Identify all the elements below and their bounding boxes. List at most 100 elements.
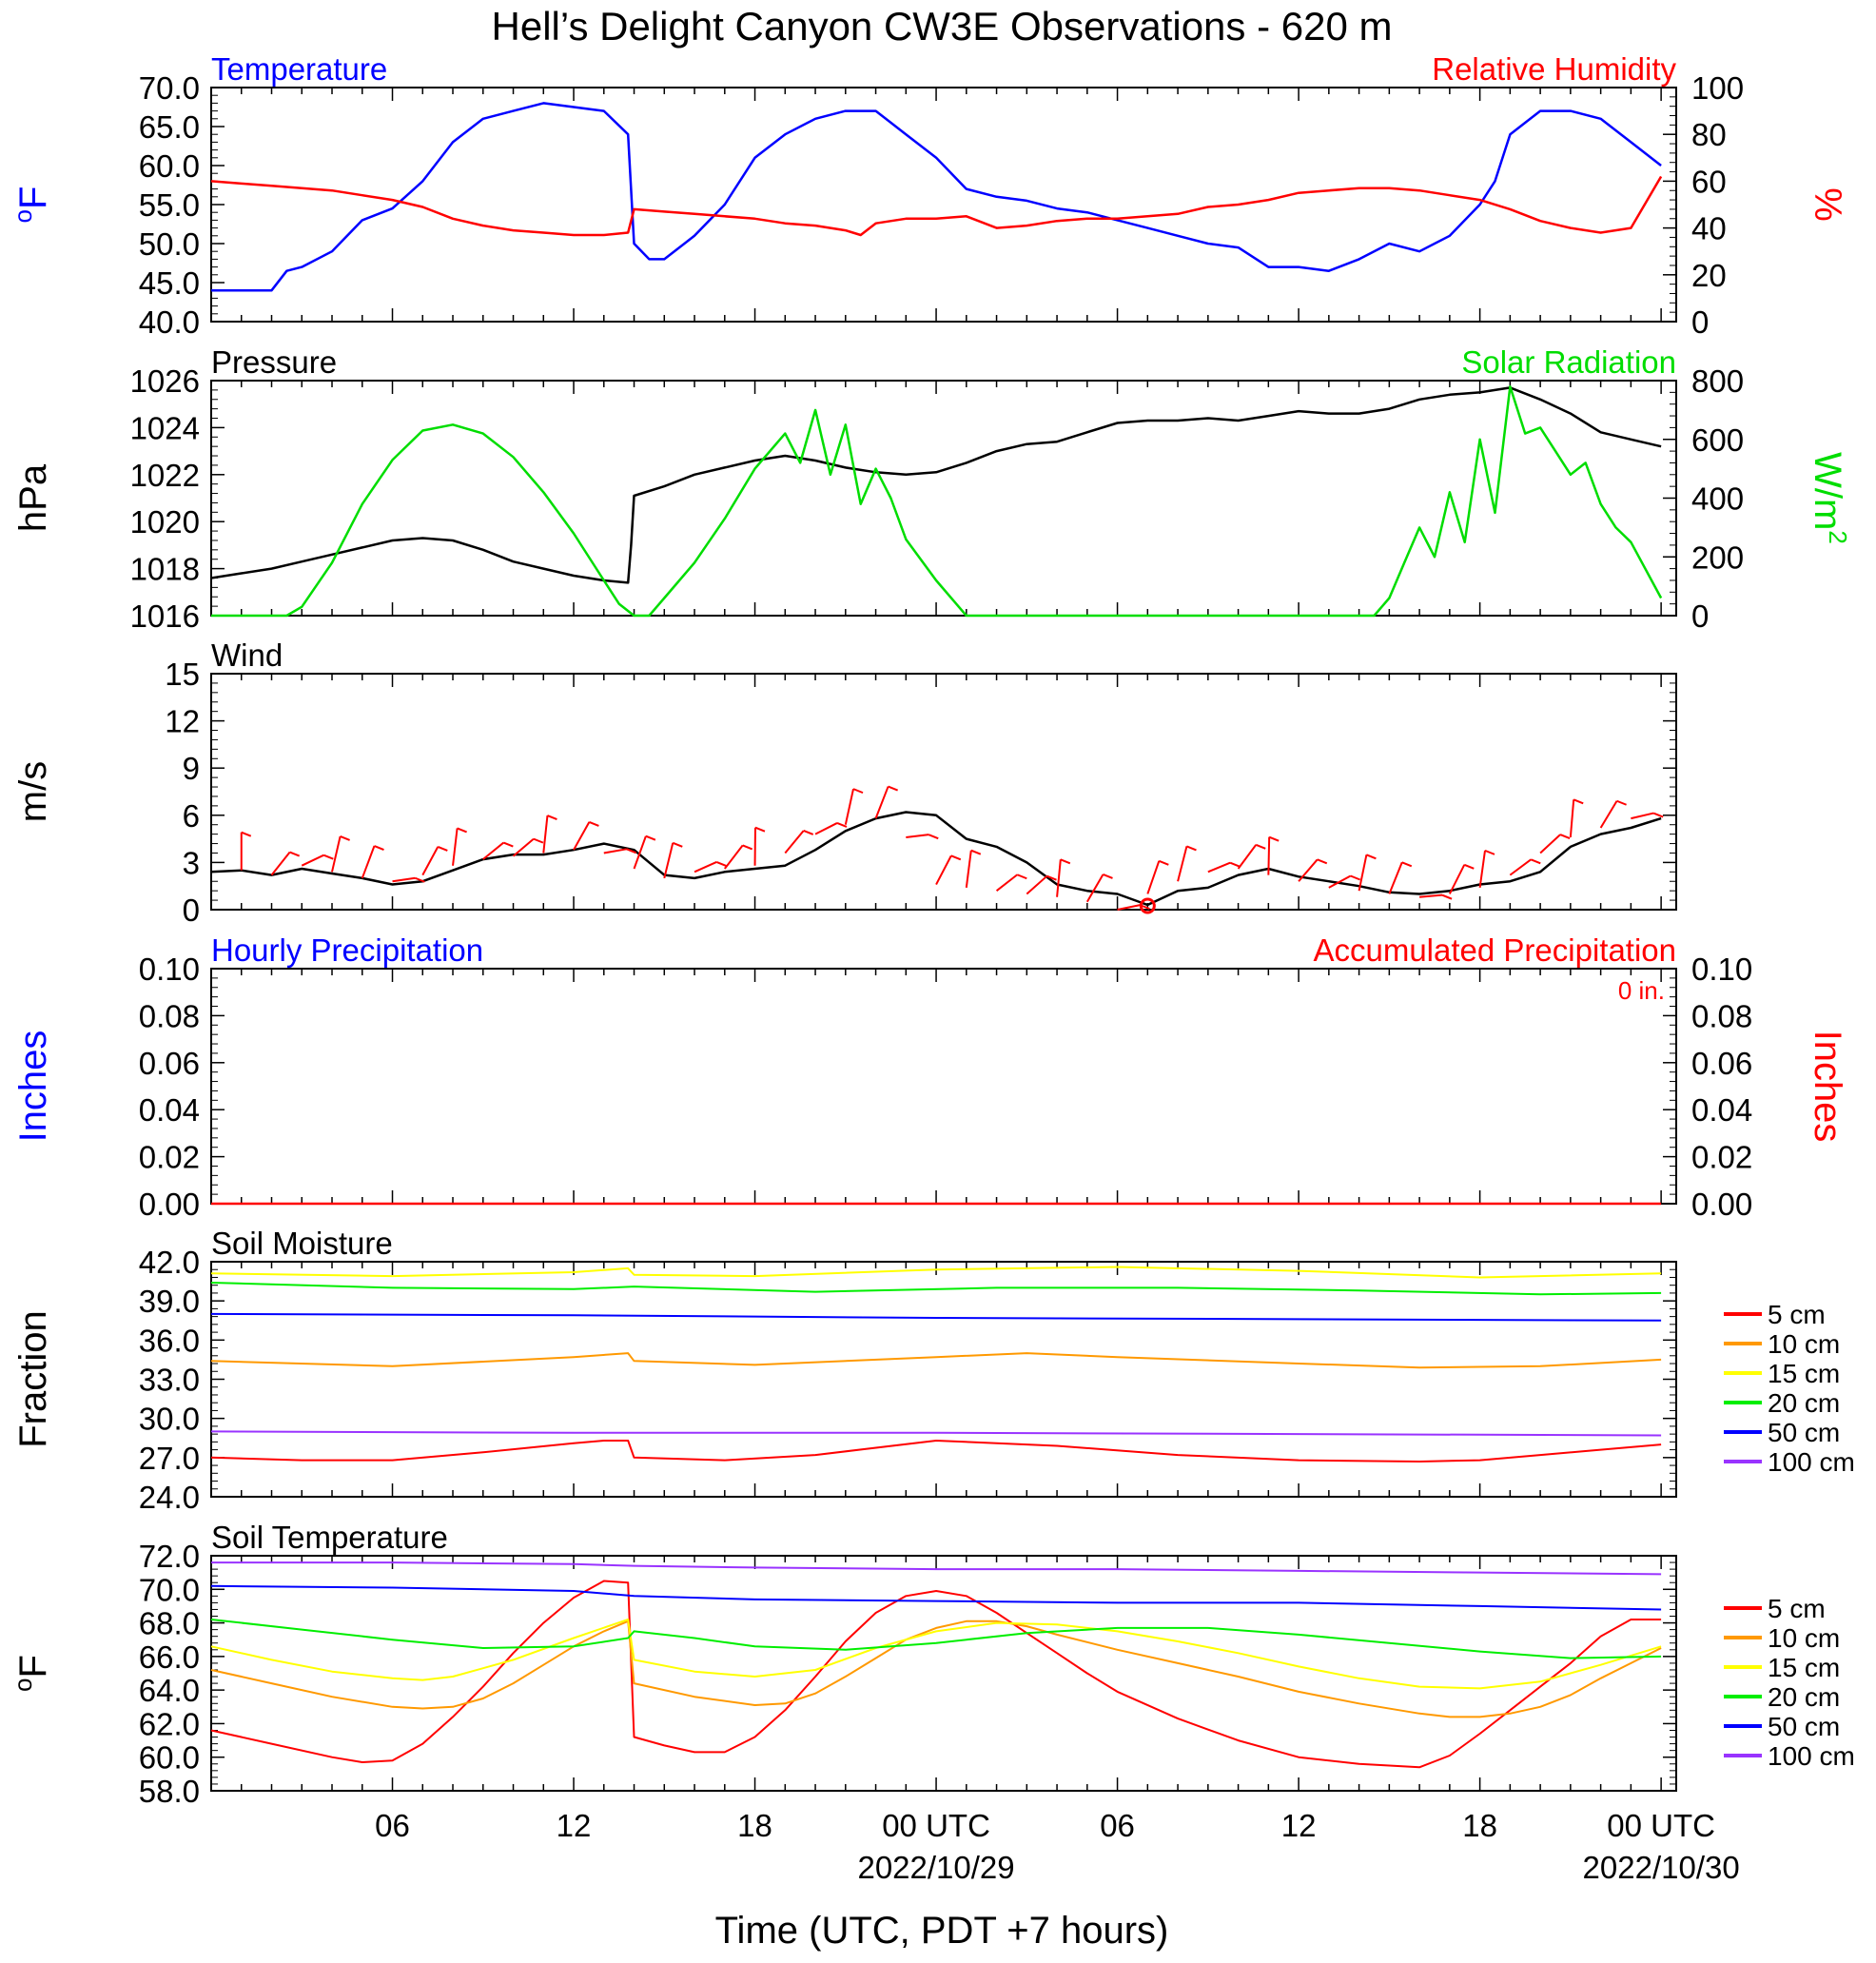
legend-label: 20 cm — [1768, 1388, 1840, 1418]
y-tick-label: 3 — [183, 845, 200, 880]
wind-barb — [1389, 862, 1401, 893]
plot-frame — [211, 1556, 1676, 1791]
y-tick-label: 0.06 — [139, 1046, 200, 1081]
y-tick-label: 45.0 — [139, 265, 200, 301]
y-tick-label: 9 — [183, 751, 200, 786]
wind-barb-flag — [1017, 874, 1026, 878]
wind-barb-flag — [547, 815, 557, 819]
plot-frame — [211, 381, 1676, 616]
wind-barb — [846, 789, 853, 825]
legend-label: 15 cm — [1768, 1653, 1840, 1682]
series-line-left-0 — [211, 813, 1661, 906]
wind-barb — [815, 823, 837, 834]
y-tick-label-right: 60 — [1691, 164, 1727, 199]
wind-barb-flag — [1653, 814, 1663, 817]
wind-barb-flag — [1485, 851, 1495, 854]
wind-barb — [1419, 895, 1442, 897]
wind-barb-flag — [804, 831, 813, 834]
wind-barb-flag — [928, 834, 938, 838]
wind-barb — [422, 847, 438, 875]
wind-barb-flag — [1442, 895, 1452, 899]
series-line-left-0 — [211, 103, 1661, 290]
wind-barb — [1208, 863, 1230, 873]
wind-barb-flag — [341, 836, 350, 840]
wind-barb-flag — [853, 789, 863, 793]
y-tick-label: 15 — [165, 657, 200, 692]
series-line-10-cm — [211, 1353, 1661, 1367]
panel-title-left: Soil Temperature — [211, 1520, 448, 1555]
wind-barb — [1057, 859, 1061, 897]
wind-barb-flag — [1531, 859, 1540, 863]
x-axis-label: Time (UTC, PDT +7 hours) — [715, 1910, 1169, 1952]
series-line-right-1 — [211, 386, 1661, 616]
series-line-100-cm — [211, 1431, 1661, 1435]
wind-barb — [1601, 801, 1617, 828]
wind-barb — [1239, 845, 1257, 869]
y-tick-label-right: 800 — [1691, 363, 1744, 399]
wind-barb-flag — [1256, 845, 1265, 849]
wind-barb — [785, 831, 803, 854]
wind-barb-flag — [951, 855, 961, 859]
y-axis-label-left: m/s — [12, 761, 54, 822]
y-tick-label: 0.00 — [139, 1187, 200, 1222]
y-tick-label-right: 0.08 — [1691, 998, 1752, 1033]
y-tick-label-right: 40 — [1691, 211, 1727, 246]
panel-temperature-rh: 40.045.050.055.060.065.070.0020406080100… — [9, 51, 1848, 340]
y-tick-label-right: 100 — [1691, 70, 1744, 106]
y-tick-label-right: 0 — [1691, 599, 1709, 634]
series-line-5-cm — [211, 1581, 1661, 1768]
panel-title-left: Wind — [211, 638, 283, 673]
wind-barb — [393, 878, 416, 881]
y-tick-label-right: 0 — [1691, 304, 1709, 340]
wind-barb-flag — [589, 822, 598, 826]
y-axis-label-left: Inches — [12, 1031, 54, 1143]
y-axis-label-left: oF — [9, 1655, 54, 1692]
unit-letter: F — [12, 1655, 54, 1678]
wind-barb — [604, 849, 627, 853]
wind-barb — [1026, 876, 1046, 894]
y-tick-label: 0 — [183, 893, 200, 928]
y-tick-label-right: 80 — [1691, 117, 1727, 152]
legend-label: 100 cm — [1768, 1741, 1855, 1771]
wind-barb — [574, 822, 589, 850]
legend-label: 15 cm — [1768, 1359, 1840, 1388]
wind-barb — [1480, 851, 1485, 888]
panel-pressure-solar: 1016101810201022102410260200400600800Pre… — [12, 344, 1852, 634]
wind-barb-flag — [1269, 837, 1279, 841]
wind-barb-flag — [1230, 863, 1240, 867]
y-tick-label: 0.08 — [139, 998, 200, 1033]
y-tick-label: 1024 — [130, 410, 200, 445]
plot-frame — [211, 674, 1676, 910]
wind-barb — [1268, 837, 1269, 875]
y-tick-label-right: 0.00 — [1691, 1187, 1752, 1222]
legend-label: 100 cm — [1768, 1447, 1855, 1477]
plot-frame — [211, 969, 1676, 1204]
y-tick-label: 65.0 — [139, 109, 200, 145]
series-line-right-1 — [211, 177, 1661, 236]
panel-precipitation: 0.000.020.040.060.080.100.000.020.040.06… — [12, 932, 1848, 1222]
y-axis-label-right: Inches — [1807, 1031, 1848, 1143]
series-line-15-cm — [211, 1619, 1661, 1688]
wind-barb-flag — [1318, 859, 1327, 863]
y-tick-label: 1026 — [130, 363, 200, 399]
wind-barb — [997, 874, 1018, 891]
wind-barb-flag — [1560, 834, 1570, 838]
y-tick-label: 6 — [183, 798, 200, 834]
x-tick-label: 12 — [557, 1808, 592, 1843]
y-axis-label-right: W/m2 — [1807, 452, 1852, 544]
wind-barb — [453, 828, 458, 865]
x-tick-label: 18 — [737, 1808, 772, 1843]
y-tick-label: 39.0 — [139, 1284, 200, 1319]
y-tick-label: 24.0 — [139, 1480, 200, 1515]
series-line-5-cm — [211, 1441, 1661, 1462]
y-tick-label: 40.0 — [139, 304, 200, 340]
wind-barb-flag — [971, 851, 981, 854]
legend-label: 10 cm — [1768, 1329, 1840, 1359]
wind-barb — [1510, 859, 1531, 874]
y-tick-label: 30.0 — [139, 1402, 200, 1437]
wind-barb-flag — [755, 828, 765, 832]
wind-barb-flag — [1402, 862, 1412, 866]
